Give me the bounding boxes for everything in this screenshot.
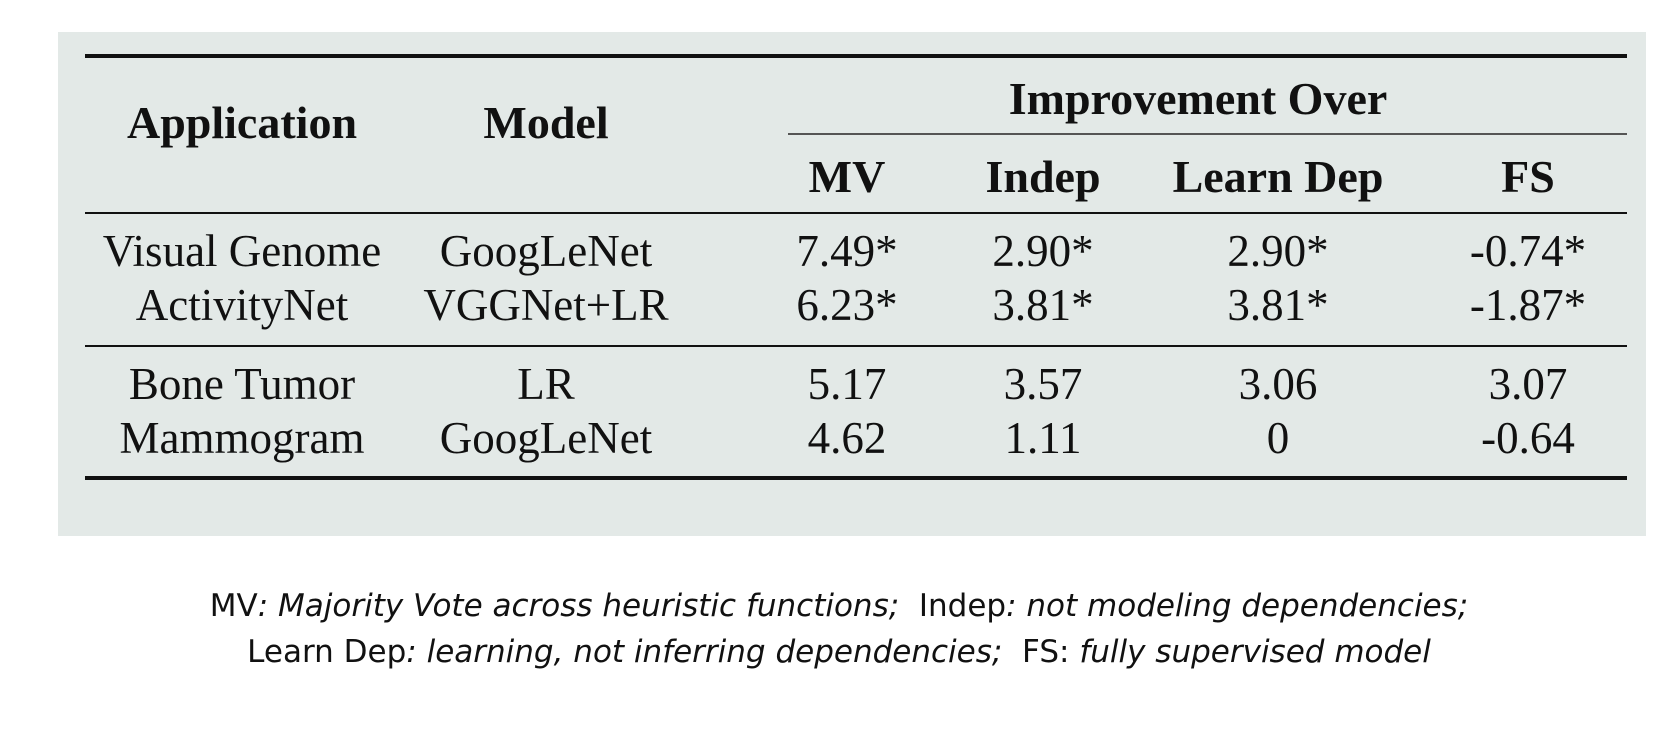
cell-model: VGGNet+LR (423, 280, 669, 330)
header-model: Model (483, 97, 609, 148)
cell-application: ActivityNet (135, 280, 349, 330)
cell-application: Visual Genome (102, 226, 382, 276)
group-header-rule (788, 133, 1627, 135)
caption-desc-fs: fully supervised model (1069, 634, 1431, 670)
cell-model: LR (517, 359, 575, 409)
cell-model: GoogLeNet (439, 413, 653, 463)
cell-fs: -0.74* (1469, 226, 1587, 276)
table-bottom-rule (85, 476, 1627, 480)
header-improvement-over: Improvement Over (1008, 73, 1388, 124)
cell-mv: 5.17 (807, 359, 887, 409)
cell-mv: 4.62 (807, 413, 887, 463)
cell-learn-dep: 0 (1266, 413, 1290, 463)
header-indep: Indep (985, 151, 1101, 202)
cell-indep: 3.57 (1003, 359, 1083, 409)
group-separator-rule (85, 345, 1627, 347)
cell-indep: 2.90* (992, 226, 1094, 276)
caption-term-mv: MV (209, 588, 258, 624)
cell-application: Bone Tumor (128, 359, 356, 409)
caption-line-1: MV: Majority Vote across heuristic funct… (0, 586, 1678, 626)
cell-application: Mammogram (119, 413, 365, 463)
results-table: Application Model Improvement Over MV In… (58, 32, 1646, 536)
caption-desc-indep: : not modeling dependencies; (1006, 588, 1469, 624)
cell-fs: -1.87* (1469, 280, 1587, 330)
cell-indep: 1.11 (1004, 413, 1082, 463)
table-top-rule (85, 54, 1627, 58)
caption-line-2: Learn Dep: learning, not inferring depen… (0, 632, 1678, 672)
cell-mv: 7.49* (796, 226, 898, 276)
caption-desc-learn-dep: : learning, not inferring dependencies; (406, 634, 1003, 670)
header-mv: MV (808, 151, 886, 202)
header-application: Application (126, 97, 358, 148)
cell-learn-dep: 2.90* (1227, 226, 1329, 276)
cell-learn-dep: 3.06 (1238, 359, 1318, 409)
cell-mv: 6.23* (796, 280, 898, 330)
caption-term-indep: Indep (918, 588, 1007, 624)
cell-indep: 3.81* (992, 280, 1094, 330)
caption-desc-mv: : Majority Vote across heuristic functio… (257, 588, 900, 624)
caption-term-fs: FS: (1022, 634, 1070, 670)
header-learn-dep: Learn Dep (1172, 151, 1384, 202)
caption-term-learn-dep: Learn Dep (247, 634, 407, 670)
cell-model: GoogLeNet (439, 226, 653, 276)
cell-fs: -0.64 (1481, 413, 1575, 463)
cell-learn-dep: 3.81* (1227, 280, 1329, 330)
cell-fs: 3.07 (1488, 359, 1568, 409)
header-bottom-rule (85, 212, 1627, 214)
header-fs: FS (1501, 151, 1555, 202)
